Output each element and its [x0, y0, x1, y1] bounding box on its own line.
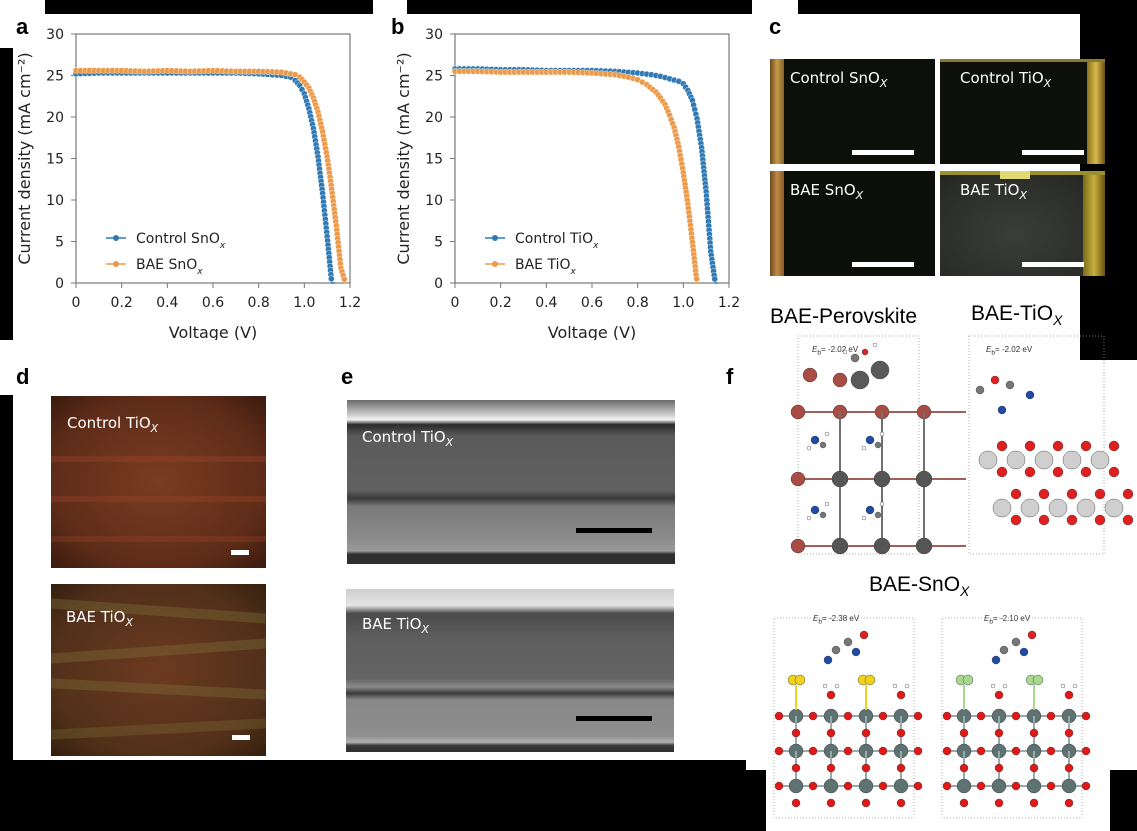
binding-energy-label: Eb= -2.10 eV	[984, 614, 1031, 626]
photo-label: BAE TiOX	[960, 181, 1028, 202]
x-tick-label: 0.2	[111, 295, 133, 311]
dft-title-tio: BAE-TiOX	[971, 302, 1063, 329]
figure-region-f-bottom	[766, 760, 1110, 831]
y-tick-label: 15	[46, 152, 64, 168]
y-axis-label: Current density (mA cm⁻²)	[394, 52, 413, 264]
y-tick-label: 5	[55, 235, 64, 251]
black-band-left-2	[0, 395, 13, 760]
scale-bar	[576, 716, 652, 721]
y-axis-label: Current density (mA cm⁻²)	[15, 52, 34, 264]
figure-region-f-right-lower	[1070, 770, 1110, 831]
photo-bae-sno: BAE SnOX	[770, 171, 935, 276]
photo-control-sno: Control SnOX	[770, 59, 935, 164]
panel-label-b: b	[391, 14, 405, 39]
micrograph-control-tio: Control TiOX	[51, 396, 266, 568]
black-band-left	[0, 48, 13, 340]
x-tick-label: 0	[451, 295, 460, 311]
series-line	[75, 72, 336, 284]
binding-energy-label: Eb= -2.02 eV	[812, 345, 859, 357]
scale-bar	[576, 528, 652, 533]
scale-bar	[852, 262, 914, 267]
series-line	[455, 68, 718, 284]
micrograph-label: Control TiOX	[67, 414, 159, 435]
scale-bar	[232, 735, 250, 740]
jv-chart-tio: 0 5 10 15 20 25 30 0 0.2 0.4 0.6 0.8 1.0 1.2 Voltage (…	[394, 27, 740, 340]
sem-label: Control TiOX	[362, 428, 454, 449]
binding-energy-label: Eb= -2.02 eV	[986, 345, 1033, 357]
x-tick-label: 0.6	[202, 295, 224, 311]
y-tick-label: 10	[425, 193, 443, 209]
micrograph-bae-tio: BAE TiOX	[51, 584, 266, 756]
panel-label-f: f	[726, 364, 734, 389]
photo-label: Control SnOX	[790, 69, 888, 90]
x-tick-label: 1.0	[293, 295, 315, 311]
photo-control-tio: Control TiOX	[940, 59, 1105, 164]
figure-region-f-right	[1070, 360, 1137, 770]
x-tick-label: 0	[72, 295, 81, 311]
y-tick-label: 0	[55, 276, 64, 292]
panel-label-a: a	[16, 14, 29, 39]
sem-label: BAE TiOX	[362, 615, 430, 636]
legend-label: Control SnOx	[136, 231, 226, 251]
x-tick-label: 0.8	[627, 295, 649, 311]
y-tick-label: 0	[434, 276, 443, 292]
x-tick-label: 1.2	[718, 295, 740, 311]
y-tick-label: 20	[46, 110, 64, 126]
micrograph-label: BAE TiOX	[66, 608, 134, 629]
panel-label-d: d	[16, 364, 30, 389]
x-tick-label: 1.0	[672, 295, 694, 311]
x-tick-label: 0.8	[248, 295, 270, 311]
figure-region-left-gap	[0, 340, 13, 395]
x-tick-label: 1.2	[339, 295, 361, 311]
binding-energy-label: Eb= -2.38 eV	[813, 614, 860, 626]
jv-chart-sno: 0 5 10 15 20 25 30 0 0.2 0.4 0.6 0.8 1.0 1.2 Voltage (…	[15, 27, 361, 340]
panel-label-e: e	[341, 364, 354, 389]
y-tick-label: 25	[46, 69, 64, 85]
y-tick-label: 5	[434, 235, 443, 251]
x-tick-label: 0.4	[535, 295, 557, 311]
scale-bar	[1022, 150, 1084, 155]
x-axis-label: Voltage (V)	[548, 323, 637, 340]
figure-region-top-b	[373, 0, 407, 14]
scale-bar	[231, 550, 249, 555]
legend-label: BAE SnOx	[136, 257, 203, 277]
sem-control-tio: Control TiOX	[347, 400, 675, 564]
dft-title-perovskite: BAE-Perovskite	[770, 305, 918, 328]
photo-label: BAE SnOX	[790, 181, 864, 202]
y-tick-label: 10	[46, 193, 64, 209]
photo-bae-tio: BAE TiOX	[940, 171, 1105, 276]
panel-label-c: c	[769, 14, 782, 39]
black-band-top	[45, 0, 373, 14]
y-tick-label: 25	[425, 69, 443, 85]
x-tick-label: 0.4	[156, 295, 178, 311]
figure-region-f-step	[746, 760, 766, 770]
y-tick-label: 30	[46, 27, 64, 43]
black-band-top-3	[798, 0, 1137, 14]
y-tick-label: 30	[425, 27, 443, 43]
x-tick-label: 0.2	[490, 295, 512, 311]
y-tick-label: 15	[425, 152, 443, 168]
x-tick-label: 0.6	[581, 295, 603, 311]
sem-bae-tio: BAE TiOX	[346, 589, 674, 752]
dft-structures	[773, 335, 1134, 819]
scale-bar	[1022, 262, 1084, 267]
figure-region-top-c	[752, 0, 798, 14]
scale-bar	[852, 150, 914, 155]
black-band-top-2	[407, 0, 752, 14]
x-axis-label: Voltage (V)	[169, 323, 258, 340]
photo-label: Control TiOX	[960, 69, 1052, 90]
legend-label: BAE TiOx	[515, 257, 577, 277]
dft-title-sno: BAE-SnOX	[869, 573, 970, 600]
legend-label: Control TiOx	[515, 231, 599, 251]
y-tick-label: 20	[425, 110, 443, 126]
figure-region-top-a	[0, 0, 45, 48]
